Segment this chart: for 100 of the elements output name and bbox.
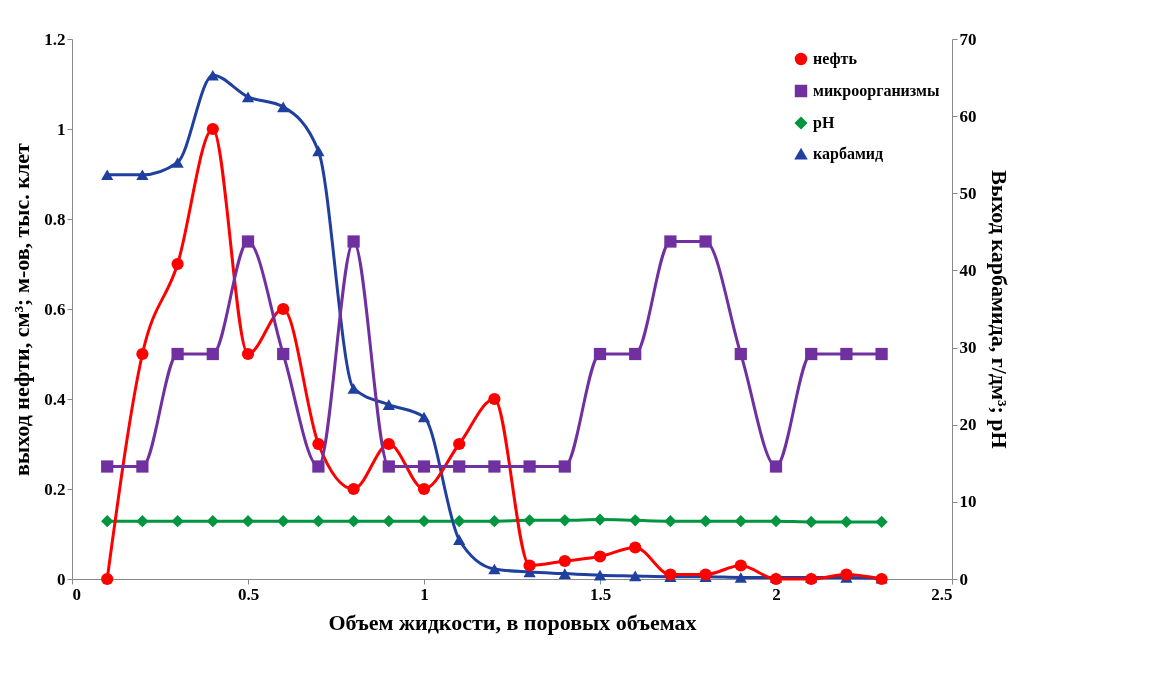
point [206,122,219,136]
point [347,515,360,528]
point [241,515,255,528]
point [453,437,466,451]
point [312,515,325,528]
y-tick-label: 0 [57,569,66,589]
y2-tick-label: 50 [959,183,977,203]
point [769,460,783,473]
point [347,383,360,394]
x-tick-label: 1 [420,584,429,604]
x-axis-title: Объем жидкости, в поровых объемах [328,609,697,635]
point [558,568,571,579]
point [558,554,571,568]
x-tick-label: 0.5 [237,584,260,604]
y2-tick-label: 0 [959,569,968,589]
point [241,235,255,248]
point [347,235,360,248]
point [417,411,431,423]
legend-label: карбамид [813,145,884,163]
point [558,514,571,527]
point [840,515,853,529]
point [734,559,747,572]
point [241,91,255,103]
y2-tick-label: 40 [959,260,977,280]
point [488,460,501,473]
point [523,514,536,527]
point [769,515,783,528]
point [734,515,747,528]
legend-label: нефть [813,50,858,68]
point [629,570,642,582]
point [699,515,712,528]
point [136,169,149,181]
point [417,482,431,496]
point [488,392,501,406]
point [875,515,888,529]
point [171,257,184,271]
point [593,569,607,581]
x-tick-label: 0 [72,584,81,604]
x-tick-label: 2 [772,584,781,604]
point [241,347,255,361]
point [101,572,114,586]
point [277,515,290,528]
point [840,347,853,361]
point [629,347,642,361]
point [453,460,466,473]
y-tick-label: 0.6 [44,299,66,319]
y2-axis-title: Выход карбамида, г/дм³; pH [986,170,1012,449]
point [277,302,290,316]
point [277,101,290,113]
legend-label: pH [813,114,835,132]
y2-tick-label: 70 [959,29,977,49]
point [382,460,395,473]
point [136,347,149,361]
point [136,515,149,528]
point [699,235,712,248]
point [382,399,395,410]
point [523,460,536,473]
point [171,157,184,168]
point [593,347,607,361]
y2-tick-label: 20 [959,415,977,435]
y-tick-label: 1 [57,119,66,139]
point [805,515,818,529]
point [382,437,395,451]
point [664,515,677,528]
legend-label: микроорганизмы [813,82,940,100]
point [277,347,290,361]
point [593,550,607,563]
point [417,460,431,473]
y2-tick-label: 30 [959,338,977,358]
point [312,145,325,157]
point [453,534,466,545]
point [453,515,466,528]
y-tick-label: 1.2 [44,29,66,49]
y-tick-label: 0.4 [44,389,66,409]
point [206,347,219,361]
point [347,482,360,496]
point [523,559,536,572]
y-axis-title: выход нефти, см³; м-ов, тыс. клет [9,142,35,476]
point [417,515,431,528]
point [488,563,501,575]
point [629,541,642,554]
point [101,169,114,181]
point [101,460,114,473]
y-tick-label: 0.8 [44,209,66,229]
point [312,460,325,473]
point [558,460,571,473]
y2-tick-label: 60 [959,106,977,126]
point [805,347,818,361]
point [734,347,747,361]
point [171,515,184,528]
point [206,515,219,528]
point [488,515,501,528]
point [312,437,325,451]
point [664,235,677,248]
point [136,460,149,473]
point [171,347,184,361]
point [382,515,395,528]
y2-tick-label: 10 [959,492,977,512]
point [593,513,607,526]
point [101,515,114,528]
